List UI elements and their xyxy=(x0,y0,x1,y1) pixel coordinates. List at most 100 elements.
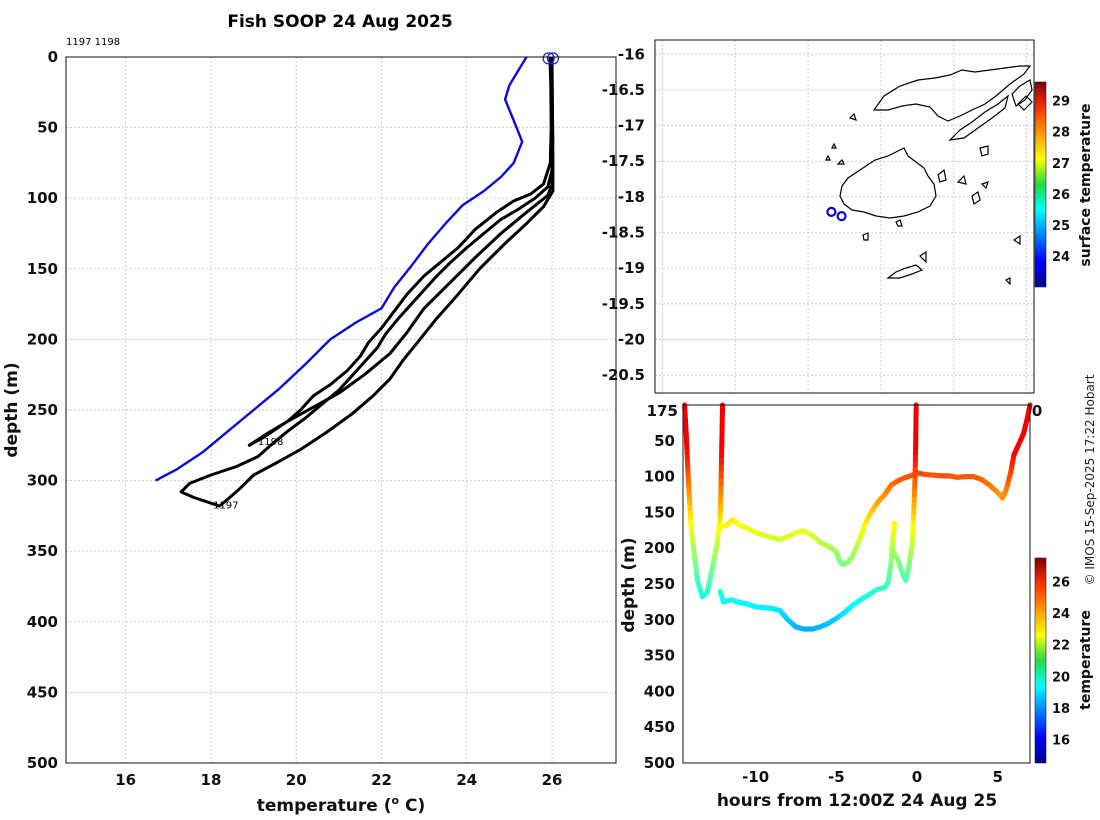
map-plot-frame xyxy=(654,39,1035,394)
island-cikobia xyxy=(1017,95,1033,111)
section-y-tick-label: 100 xyxy=(644,468,675,486)
map-y-tick-label: -16.5 xyxy=(602,81,645,99)
map-grid xyxy=(655,40,1034,393)
profile-grid xyxy=(66,56,616,764)
imos-credit: © IMOS 15-Sep-2025 17:22 Hobart xyxy=(1083,374,1097,585)
temperature-colorbar: 16 18 20 22 24 26 temperature xyxy=(1034,557,1094,764)
surface-marker xyxy=(542,52,555,65)
map-y-tick-label: -18 xyxy=(618,188,645,206)
y-tick-label: 400 xyxy=(27,613,58,631)
colorbar-ticks: 16 18 20 22 24 26 xyxy=(1052,576,1070,749)
section-x-tick-label: -5 xyxy=(828,768,845,786)
profile-x-axis-label: temperature (o C) xyxy=(257,794,426,816)
chart-title: Fish SOOP 24 Aug 2025 xyxy=(227,12,452,32)
profile-plot-frame xyxy=(65,56,617,764)
coastline-fiji xyxy=(825,65,1033,286)
section-x-tick-label: 5 xyxy=(993,768,1003,786)
island-koro xyxy=(979,145,989,157)
y-tick-label: 300 xyxy=(27,472,58,490)
island-ovalau xyxy=(937,168,947,183)
section-y-tick-label: 50 xyxy=(654,432,675,450)
map-y-tick-label: -16 xyxy=(618,45,645,63)
y-tick-label: 250 xyxy=(27,401,58,419)
island-kadavu xyxy=(886,264,924,279)
section-y-tick-label: 250 xyxy=(644,575,675,593)
colorbar-label: surface temperature xyxy=(1078,103,1094,266)
x-tick-label: 18 xyxy=(201,771,222,789)
map-y-tick-label: -19.5 xyxy=(602,295,645,313)
section-y-tick-label: 200 xyxy=(644,539,675,557)
island-lakeba xyxy=(919,250,927,264)
black-profile-1198 xyxy=(247,56,554,447)
map-y-tick-label: -20 xyxy=(618,331,645,349)
y-tick-label: 350 xyxy=(27,542,58,560)
trace-1197 xyxy=(682,402,726,600)
y-tick-label: 100 xyxy=(27,189,58,207)
cast-position-marker xyxy=(836,211,847,222)
section-y-tick-label: 350 xyxy=(644,647,675,665)
y-tick-label: 0 xyxy=(48,48,58,66)
colorbar-tick-label: 28 xyxy=(1052,126,1070,141)
y-tick-label: 200 xyxy=(27,330,58,348)
section-y-tick-label: 400 xyxy=(644,682,675,700)
map-y-tick-label: -19 xyxy=(618,259,645,277)
colorbar-ticks: 24 25 26 27 28 29 xyxy=(1052,95,1070,265)
y-tick-label: 500 xyxy=(27,754,58,772)
map-panel: 175 176 177 178 179 180 -16 -16.5 -17 -1… xyxy=(602,39,1094,420)
y-tick-label: 50 xyxy=(37,119,58,137)
section-y-axis-label: depth (m) xyxy=(619,537,639,632)
island-lau xyxy=(1012,234,1021,246)
x-tick-label: 24 xyxy=(456,771,477,789)
colorbar-tick-label: 29 xyxy=(1052,95,1070,110)
colorbar-surface-temperature xyxy=(1034,81,1047,288)
island-yasawa-2 xyxy=(825,154,831,161)
section-x-tick-label: 0 xyxy=(912,768,922,786)
map-y-tick-label: -18.5 xyxy=(602,224,645,242)
island-beqa xyxy=(862,232,869,241)
colorbar-tick-label: 27 xyxy=(1052,157,1070,172)
cast-label: 1197 xyxy=(213,501,238,512)
x-tick-label: 20 xyxy=(286,771,307,789)
colorbar-tick-label: 26 xyxy=(1052,188,1070,203)
colorbar-tick-label: 22 xyxy=(1052,639,1070,654)
island-vatulele xyxy=(895,219,903,227)
trace-mid xyxy=(888,402,919,583)
section-y-tick-label: 500 xyxy=(644,754,675,772)
map-x-tick-label: 175 xyxy=(647,402,678,420)
section-y-tick-label: 300 xyxy=(644,611,675,629)
island-lau-south xyxy=(1004,277,1011,286)
island-vanua-levu-east xyxy=(948,94,1010,141)
section-panel: -10 -5 0 5 50 100 150 200 250 300 350 40… xyxy=(619,402,1094,811)
colorbar-tick-label: 16 xyxy=(1052,733,1070,748)
colorbar-tick-label: 25 xyxy=(1052,219,1070,234)
colorbar-tick-label: 24 xyxy=(1052,607,1070,622)
cast-label: 1198 xyxy=(258,437,283,448)
x-tick-label: 22 xyxy=(371,771,392,789)
profile-y-axis-label: depth (m) xyxy=(2,362,22,457)
surface-marker xyxy=(546,52,559,65)
section-y-ticks: 50 100 150 200 250 300 350 400 450 500 xyxy=(644,432,675,772)
section-y-tick-label: 150 xyxy=(644,503,675,521)
section-x-tick-label: -10 xyxy=(742,768,769,786)
y-tick-label: 450 xyxy=(27,683,58,701)
map-cast-positions xyxy=(826,206,847,222)
map-y-tick-label: -17 xyxy=(618,117,645,135)
map-y-ticks: -16 -16.5 -17 -17.5 -18 -18.5 -19 -19.5 … xyxy=(602,45,645,384)
section-plot-frame xyxy=(682,404,1031,764)
island-yasawa-1 xyxy=(831,142,837,149)
island-mamanuca xyxy=(836,158,845,165)
island-viti-levu xyxy=(839,147,937,219)
colorbar-tick-label: 20 xyxy=(1052,670,1070,685)
profile-x-ticks: 16 18 20 22 24 26 xyxy=(115,771,562,789)
x-tick-label: 16 xyxy=(115,771,136,789)
section-traces xyxy=(682,402,1033,632)
profile-series xyxy=(154,56,555,508)
section-x-ticks: -10 -5 0 5 xyxy=(742,768,1003,786)
island-rotuma xyxy=(848,112,857,121)
section-plot-background xyxy=(683,405,1030,763)
island-gau xyxy=(980,181,989,190)
trace-upper xyxy=(717,402,1033,568)
y-tick-label: 150 xyxy=(27,260,58,278)
x-tick-label: 26 xyxy=(542,771,563,789)
